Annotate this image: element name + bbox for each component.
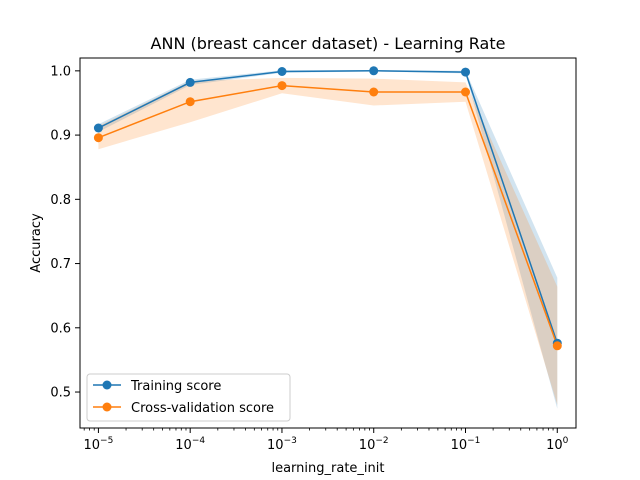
- band-series-0: [98, 70, 558, 409]
- legend-label-training: Training score: [130, 379, 221, 394]
- x-tick-label-5: 100: [546, 436, 569, 453]
- y-axis-label: Accuracy: [29, 213, 44, 273]
- y-tick-label-0: 0.5: [50, 386, 71, 401]
- x-tick-label-2: 10−3: [267, 436, 297, 453]
- line-series-0: [98, 70, 559, 344]
- confidence-bands: [98, 70, 558, 409]
- line-series-1: [98, 84, 559, 347]
- point-series-0-4: [461, 67, 470, 77]
- point-series-1-4: [461, 87, 470, 97]
- series-lines: [98, 70, 559, 347]
- x-axis-label: learning_rate_init: [271, 461, 384, 476]
- legend: Training score Cross-validation score: [86, 373, 291, 422]
- y-tick-label-2: 0.7: [50, 257, 71, 272]
- y-tick-label-1: 0.6: [50, 321, 71, 336]
- legend-marker-training: [102, 380, 112, 390]
- band-series-1: [98, 77, 558, 405]
- y-tick-label-5: 1.0: [50, 64, 71, 79]
- y-tick-label-4: 0.9: [50, 129, 71, 144]
- point-series-1-0: [93, 133, 103, 143]
- point-series-1-2: [277, 81, 287, 91]
- legend-label-cross-validation: Cross-validation score: [131, 401, 274, 416]
- point-series-1-5: [552, 341, 562, 351]
- x-tick-label-1: 10−4: [175, 436, 205, 453]
- point-series-0-0: [93, 123, 103, 133]
- chart-title: ANN (breast cancer dataset) - Learning R…: [151, 34, 506, 53]
- y-axis: 0.5 0.6 0.7 0.8 0.9 1.0: [50, 64, 80, 401]
- x-tick-label-0: 10−5: [84, 436, 114, 453]
- point-series-1-1: [185, 97, 195, 107]
- y-tick-label-3: 0.8: [50, 193, 71, 208]
- legend-box: [86, 373, 291, 422]
- point-series-1-3: [369, 87, 379, 97]
- point-series-0-2: [277, 67, 287, 76]
- plot-area-frame: [79, 57, 577, 429]
- legend-marker-cross-validation: [102, 402, 112, 412]
- x-axis: 10−5 10−4 10−3 10−2 10−1 100: [84, 428, 569, 453]
- x-tick-label-3: 10−2: [359, 436, 389, 453]
- point-series-0-1: [185, 77, 195, 87]
- x-tick-label-4: 10−1: [451, 436, 481, 453]
- series-points: [93, 66, 562, 351]
- point-series-0-3: [369, 66, 379, 76]
